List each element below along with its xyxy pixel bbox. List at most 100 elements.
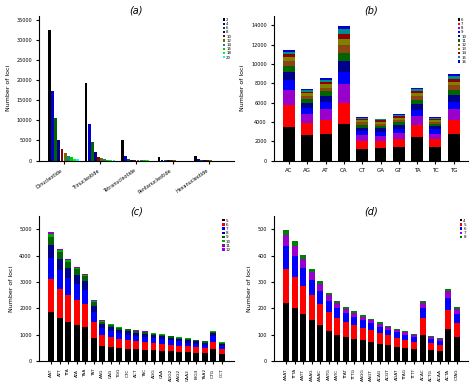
Bar xyxy=(393,115,405,116)
Legend: 6, 7, 8, 9, 10, 11, 12, 13, 14, 15, 16: 6, 7, 8, 9, 10, 11, 12, 13, 14, 15, 16 xyxy=(457,17,466,64)
Bar xyxy=(117,333,122,339)
Bar xyxy=(338,72,350,84)
Bar xyxy=(57,318,63,361)
Bar xyxy=(283,230,289,235)
Bar xyxy=(197,159,200,161)
Bar xyxy=(125,340,131,349)
Bar xyxy=(82,281,88,290)
Bar xyxy=(193,347,199,353)
Bar xyxy=(134,331,139,333)
Bar xyxy=(103,159,106,161)
Bar xyxy=(142,342,148,350)
Bar xyxy=(65,322,71,361)
Bar xyxy=(57,140,60,161)
Bar xyxy=(193,341,199,344)
Bar xyxy=(319,120,332,134)
Bar xyxy=(437,341,443,345)
Bar xyxy=(151,350,156,361)
Bar xyxy=(108,331,114,337)
Bar xyxy=(437,351,443,361)
Bar xyxy=(91,301,97,302)
Bar xyxy=(106,159,109,161)
Bar xyxy=(356,122,368,125)
Bar xyxy=(334,303,340,308)
Bar xyxy=(393,120,405,122)
Bar xyxy=(151,343,156,350)
Bar xyxy=(377,324,383,327)
Bar xyxy=(338,34,350,39)
Bar xyxy=(309,320,315,361)
Bar xyxy=(76,159,79,161)
Bar xyxy=(300,255,306,259)
Bar xyxy=(48,245,54,258)
Bar xyxy=(326,331,332,361)
Bar xyxy=(319,84,332,87)
Bar xyxy=(343,313,349,322)
Bar xyxy=(74,284,80,300)
Y-axis label: Number of loci: Number of loci xyxy=(247,265,252,312)
Bar xyxy=(82,275,88,276)
Bar xyxy=(356,128,368,131)
Bar xyxy=(393,118,405,120)
Bar xyxy=(91,322,97,338)
Bar xyxy=(108,337,114,347)
Bar xyxy=(65,262,71,268)
Bar xyxy=(300,313,306,361)
Bar xyxy=(445,291,451,298)
Bar xyxy=(134,330,139,331)
Bar xyxy=(448,79,460,82)
Bar xyxy=(334,335,340,361)
Bar xyxy=(185,342,191,346)
Bar xyxy=(394,332,400,337)
Bar xyxy=(360,320,366,328)
Bar xyxy=(121,140,124,161)
Bar xyxy=(210,331,216,332)
Bar xyxy=(108,325,114,327)
Bar xyxy=(283,80,295,90)
Bar xyxy=(368,330,374,342)
Bar xyxy=(445,289,451,291)
Title: (b): (b) xyxy=(365,5,378,15)
Bar xyxy=(402,331,409,332)
Bar xyxy=(448,82,460,85)
Bar xyxy=(65,295,71,322)
Bar xyxy=(100,321,105,322)
Legend: 5, 6, 7, 8, 9, 10, 11, 12: 5, 6, 7, 8, 9, 10, 11, 12 xyxy=(222,218,231,252)
Bar xyxy=(185,339,191,340)
Bar xyxy=(385,336,392,345)
Bar xyxy=(219,346,225,349)
Bar xyxy=(445,298,451,310)
Bar xyxy=(411,96,423,100)
Bar xyxy=(283,127,295,161)
Bar xyxy=(219,344,225,346)
Bar xyxy=(100,335,105,346)
Bar xyxy=(283,105,295,127)
Bar xyxy=(402,335,409,340)
Bar xyxy=(300,259,306,268)
Bar xyxy=(411,93,423,96)
Bar xyxy=(356,117,368,118)
Bar xyxy=(411,104,423,110)
Bar xyxy=(300,268,306,286)
Bar xyxy=(301,135,313,161)
Bar xyxy=(159,335,165,336)
Bar xyxy=(57,252,63,259)
Bar xyxy=(393,122,405,125)
Legend: 4, 5, 6, 7, 8: 4, 5, 6, 7, 8 xyxy=(459,218,466,240)
Bar xyxy=(351,339,357,361)
Bar xyxy=(448,74,460,76)
Bar xyxy=(201,342,208,345)
Bar xyxy=(368,342,374,361)
Bar xyxy=(393,133,405,139)
Bar xyxy=(448,85,460,90)
Bar xyxy=(393,139,405,147)
Bar xyxy=(283,269,289,303)
Bar xyxy=(411,125,423,137)
Bar xyxy=(65,260,71,262)
Bar xyxy=(67,156,70,161)
Bar xyxy=(151,333,156,334)
Bar xyxy=(402,348,409,361)
Y-axis label: Number of loci: Number of loci xyxy=(9,265,14,312)
Bar xyxy=(125,329,131,331)
Bar xyxy=(394,337,400,347)
